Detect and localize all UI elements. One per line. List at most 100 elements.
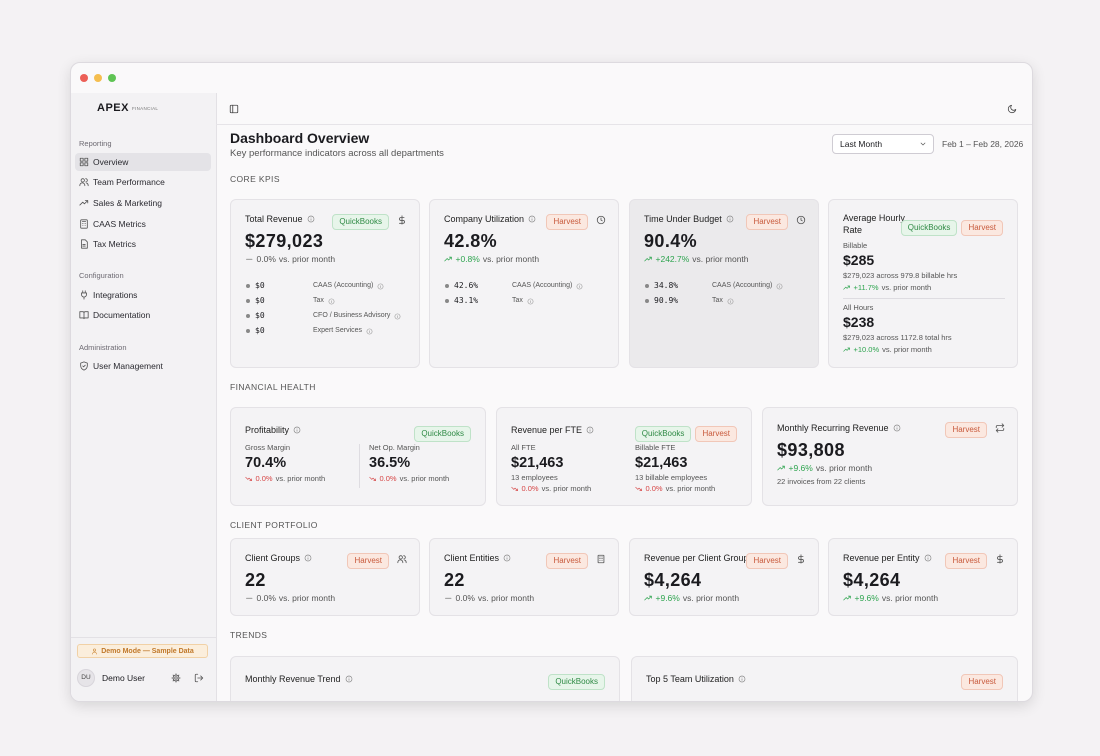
source-badge: Harvest — [961, 674, 1003, 690]
row-bullet — [645, 284, 649, 288]
date-range: Feb 1 – Feb 28, 2026 — [942, 139, 1024, 149]
change-text: vs. prior month — [882, 345, 932, 354]
card-title-row: Total Revenue — [245, 213, 315, 225]
source-badge: Harvest — [746, 214, 788, 230]
column-label: Billable FTE — [635, 443, 676, 452]
row-label-wrap: CAAS (Accounting) — [512, 280, 583, 292]
change-text: vs. prior month — [278, 593, 336, 603]
card-title: Monthly Recurring Revenue — [777, 423, 889, 433]
badges: QuickBooks — [414, 426, 471, 442]
nav-heading: Administration — [79, 343, 127, 352]
badges: QuickBooks Harvest — [900, 220, 1003, 236]
change-value: +9.6% — [854, 593, 879, 603]
row-label: Tax — [313, 297, 324, 304]
badges: Harvest — [347, 553, 389, 569]
nav-label: CAAS Metrics — [93, 219, 146, 229]
badges: Harvest — [945, 422, 987, 438]
row-label-wrap: Expert Services — [313, 325, 373, 337]
card-title-row: Revenue per Client Group — [644, 552, 761, 564]
source-badge: QuickBooks — [900, 220, 958, 236]
kpi-card: Monthly Revenue Trend QuickBooks — [230, 656, 620, 701]
window-control[interactable] — [108, 74, 116, 82]
demo-icon — [92, 648, 98, 654]
section-label: CLIENT PORTFOLIO — [230, 520, 318, 530]
change: 0.0% vs. prior month — [245, 253, 335, 265]
source-badge: Harvest — [546, 553, 588, 569]
window-control[interactable] — [80, 74, 88, 82]
info-icon — [307, 215, 314, 223]
row-bullet — [445, 284, 449, 288]
change-value: +242.7% — [655, 254, 690, 264]
card-value: 22 — [444, 570, 465, 590]
row-label-wrap: CAAS (Accounting) — [313, 280, 384, 292]
column-label: All FTE — [511, 443, 536, 452]
change-text: vs. prior month — [399, 474, 450, 483]
theme-toggle[interactable] — [1007, 104, 1017, 114]
source-badge: Harvest — [746, 553, 788, 569]
source-badge: Harvest — [945, 422, 987, 438]
nav-icon — [79, 157, 89, 167]
nav-icon — [79, 178, 89, 187]
nav-item[interactable]: Overview — [75, 153, 211, 171]
column-label: Gross Margin — [245, 443, 291, 452]
change: +9.6% vs. prior month — [843, 592, 938, 604]
change: 0.0% vs. prior month — [369, 473, 449, 485]
card-title: Company Utilization — [444, 214, 525, 224]
column-note: 13 employees — [511, 473, 558, 482]
nav-item[interactable]: Team Performance — [75, 173, 211, 191]
badges: QuickBooks Harvest — [634, 426, 737, 442]
badges: Harvest — [746, 553, 788, 569]
nav-item[interactable]: CAAS Metrics — [75, 215, 211, 233]
card-title-row: Top 5 Team Utilization — [646, 673, 746, 685]
logout-button[interactable] — [194, 673, 204, 683]
settings-button[interactable] — [171, 673, 181, 683]
nav-item[interactable]: User Management — [75, 357, 211, 375]
row-value: 43.1% — [454, 296, 479, 305]
change-text: vs. prior month — [278, 254, 336, 264]
divider — [843, 298, 1005, 299]
row-label-wrap: CAAS (Accounting) — [712, 280, 783, 292]
nav-item[interactable]: Tax Metrics — [75, 235, 211, 253]
nav-item[interactable]: Documentation — [75, 306, 211, 324]
window-control[interactable] — [94, 74, 102, 82]
sidebar-toggle[interactable] — [229, 104, 239, 114]
card-icon — [397, 555, 407, 564]
change-value: 0.0% — [455, 593, 475, 603]
card-title: Time Under Budget — [644, 214, 722, 224]
source-badge: QuickBooks — [548, 674, 605, 690]
change-value: +11.7% — [853, 283, 879, 292]
info-icon — [293, 426, 301, 434]
row-bullet — [246, 314, 250, 318]
nav-item[interactable]: Integrations — [75, 286, 211, 304]
card-title-row: Profitability — [245, 424, 301, 436]
kpi-card: Profitability QuickBooks Gross Margin 70.4%… — [230, 407, 486, 506]
row-value: $0 — [255, 296, 265, 305]
nav-item[interactable]: Sales & Marketing — [75, 194, 211, 212]
change: 0.0% vs. prior month — [511, 483, 591, 495]
card-title-row: Monthly Recurring Revenue — [777, 422, 901, 434]
nav-label: Sales & Marketing — [93, 198, 162, 208]
card-value: $279,023 — [245, 231, 324, 251]
card-title-row: Client Groups — [245, 552, 312, 564]
card-icon — [995, 423, 1005, 433]
sidebar-divider — [71, 637, 216, 638]
nav-icon — [81, 239, 88, 249]
source-badge: QuickBooks — [414, 426, 471, 442]
nav-label: Overview — [93, 157, 129, 167]
card-icon — [798, 554, 804, 564]
period-dropdown[interactable]: Last Month — [832, 134, 934, 154]
kpi-card: Client Groups Harvest 22 0.0% vs. prior mont… — [230, 538, 420, 616]
info-icon — [893, 424, 900, 432]
user-avatar: DU — [77, 669, 95, 687]
info-icon — [586, 426, 594, 434]
card-note: 22 invoices from 22 clients — [777, 477, 866, 486]
change-value: 0.0% — [645, 484, 663, 493]
change-text: vs. prior month — [477, 593, 535, 603]
column-value: $21,463 — [635, 455, 688, 471]
info-icon — [304, 554, 312, 562]
card-icon — [399, 215, 405, 225]
change-value: 0.0% — [379, 474, 397, 483]
card-title: Profitability — [245, 425, 290, 435]
source-badge: Harvest — [546, 214, 588, 230]
info-icon — [377, 283, 384, 289]
